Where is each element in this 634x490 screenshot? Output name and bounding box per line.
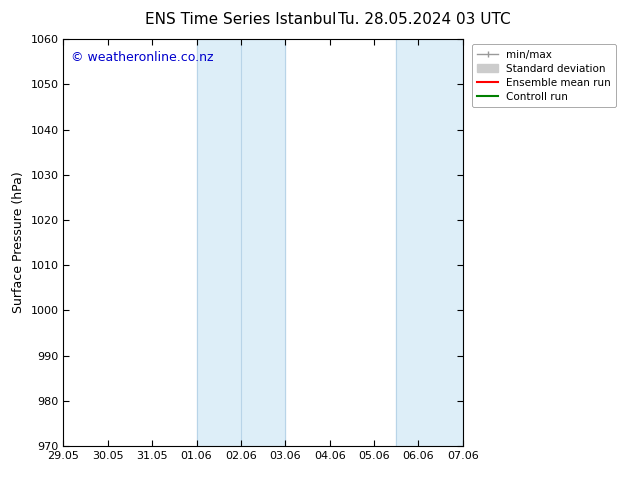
Text: Tu. 28.05.2024 03 UTC: Tu. 28.05.2024 03 UTC <box>339 12 511 27</box>
Legend: min/max, Standard deviation, Ensemble mean run, Controll run: min/max, Standard deviation, Ensemble me… <box>472 45 616 107</box>
Bar <box>197 39 285 446</box>
Text: © weatheronline.co.nz: © weatheronline.co.nz <box>72 51 214 64</box>
Y-axis label: Surface Pressure (hPa): Surface Pressure (hPa) <box>12 172 25 314</box>
Text: ENS Time Series Istanbul: ENS Time Series Istanbul <box>145 12 337 27</box>
Bar <box>396 39 463 446</box>
